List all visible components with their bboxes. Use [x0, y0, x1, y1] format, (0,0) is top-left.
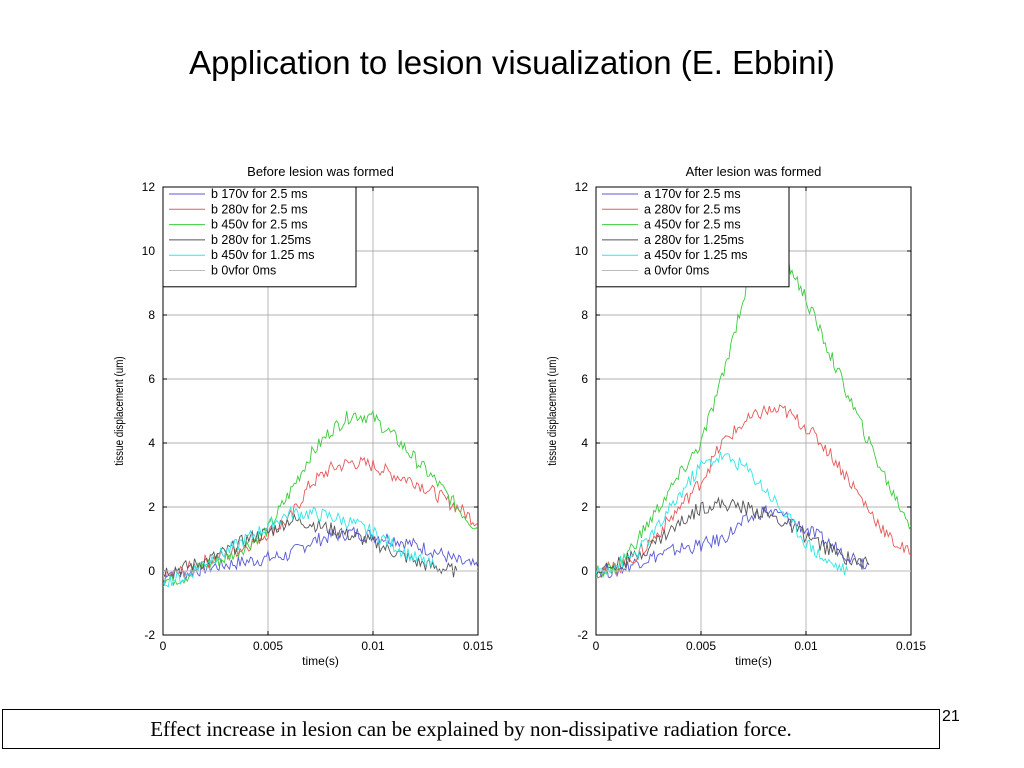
x-axis-label: time(s)	[735, 654, 772, 668]
series-line-4	[163, 505, 437, 588]
legend-label: a 280v for 1.25ms	[644, 233, 744, 247]
y-tick-label: 4	[148, 436, 155, 450]
x-tick-label: 0.005	[253, 639, 283, 653]
legend-label: b 280v for 1.25ms	[211, 233, 311, 247]
series-line-0	[596, 505, 870, 579]
y-tick-label: 12	[142, 180, 156, 194]
slide-title: Application to lesion visualization (E. …	[189, 44, 835, 81]
legend: b 170v for 2.5 msb 280v for 2.5 ms b 450v…	[162, 186, 357, 288]
legend-label: a 280v for 2.5 ms	[644, 202, 741, 216]
y-tick-label: 4	[581, 436, 588, 450]
chart-title: After lesion was formed	[686, 164, 822, 179]
y-axis-label: tissue displacement (um)	[546, 356, 559, 465]
x-tick-label: 0.015	[896, 639, 926, 653]
y-tick-label: 6	[148, 372, 155, 386]
x-tick-label: 0.005	[686, 639, 716, 653]
legend-label: a 170v for 2.5 ms	[644, 187, 741, 201]
chart-title: Before lesion was formed	[247, 164, 394, 179]
chart-after-lesion: After lesion was formed 0 0.005 0.01 0.015 -2…	[546, 164, 926, 668]
y-tick-label: 8	[581, 308, 588, 322]
y-tick-label: 6	[581, 372, 588, 386]
y-tick-label: -2	[577, 628, 588, 642]
y-tick-label: 0	[148, 564, 155, 578]
x-tick-label: 0.01	[794, 639, 818, 653]
y-tick-label: 0	[581, 564, 588, 578]
legend-label: a 450v for 2.5 ms	[644, 218, 741, 232]
chart-before-lesion: Before lesion was formed 0 0.005 0.01 0.015 -…	[113, 164, 493, 668]
caption-text: Effect increase in lesion can be explain…	[150, 716, 792, 741]
series-line-2	[163, 409, 478, 588]
caption-box: Effect increase in lesion can be explain…	[2, 709, 940, 749]
legend-label: b 280v for 2.5 ms	[211, 202, 308, 216]
page-number: 21	[942, 708, 960, 725]
y-axis-label: tissue displacement (um)	[113, 356, 126, 465]
legend-label: a 450v for 1.25 ms	[644, 248, 748, 262]
legend-label: b 450v for 1.25 ms	[211, 248, 315, 262]
legend-label: b 170v for 2.5 ms	[211, 187, 308, 201]
series-line-3	[596, 496, 870, 576]
legend-label: a 0vfor 0ms	[644, 264, 709, 278]
y-tick-label: 10	[142, 244, 156, 258]
x-tick-label: 0	[160, 639, 167, 653]
y-tick-label: 10	[575, 244, 589, 258]
series-line-4	[596, 451, 849, 576]
y-tick-label: -2	[144, 628, 155, 642]
y-tick-label: 2	[581, 500, 588, 514]
x-axis-label: time(s)	[302, 654, 339, 668]
x-tick-label: 0.015	[463, 639, 493, 653]
y-tick-label: 8	[148, 308, 155, 322]
x-tick-label: 0	[593, 639, 600, 653]
legend-label: b 0vfor 0ms	[211, 264, 276, 278]
legend-label: b 450v for 2.5 ms	[211, 218, 308, 232]
y-tick-label: 2	[148, 500, 155, 514]
legend: a 170v for 2.5 msa 280v for 2.5 ms a 450v…	[595, 186, 790, 288]
series-line-1	[596, 404, 911, 579]
y-tick-label: 12	[575, 180, 589, 194]
x-tick-label: 0.01	[361, 639, 385, 653]
